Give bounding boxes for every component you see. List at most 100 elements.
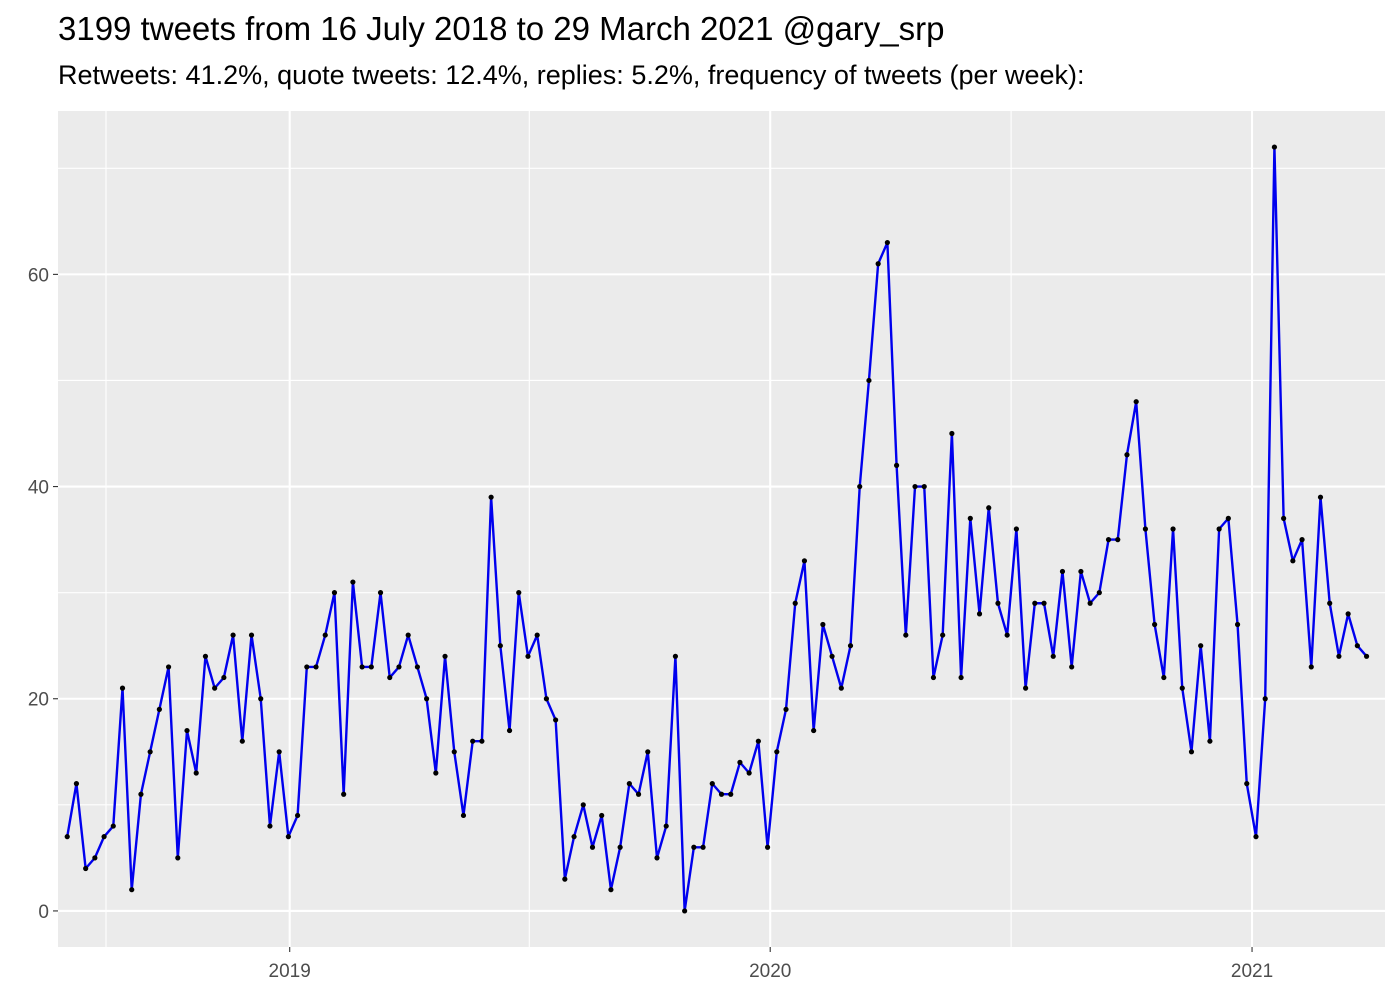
data-point [617, 844, 623, 850]
data-point [1234, 621, 1241, 628]
data-point [239, 738, 245, 744]
data-point [451, 749, 457, 755]
data-point [193, 770, 199, 776]
data-point [1078, 568, 1084, 575]
data-point [829, 653, 835, 659]
series-line [66, 145, 1368, 913]
data-point [672, 653, 679, 659]
x-tick-label: 2021 [1231, 961, 1273, 982]
y-tick-label: 60 [28, 265, 49, 286]
plot-panel [58, 111, 1385, 947]
data-point [184, 727, 190, 734]
data-point [930, 674, 937, 681]
data-point [221, 674, 227, 681]
data-point [110, 823, 116, 829]
data-point [764, 844, 771, 850]
data-point [506, 727, 513, 734]
data-point [884, 239, 890, 246]
data-point [497, 643, 503, 649]
data-point [654, 855, 660, 861]
data-point [202, 653, 209, 659]
data-point [976, 611, 983, 617]
data-points [64, 144, 1370, 914]
data-point [516, 590, 522, 596]
data-point [1032, 600, 1038, 606]
data-point [138, 791, 144, 797]
data-point [940, 632, 946, 638]
data-point [1336, 653, 1342, 659]
data-point [479, 738, 485, 744]
data-point [433, 770, 439, 776]
data-point [1115, 537, 1121, 543]
data-point [1262, 696, 1268, 702]
data-point [1253, 834, 1259, 840]
data-point [387, 674, 393, 681]
data-point [1354, 643, 1360, 649]
data-point [838, 685, 844, 691]
data-point [350, 579, 356, 585]
data-point [460, 812, 467, 819]
data-point [755, 738, 761, 744]
data-point [267, 823, 273, 829]
data-point [792, 600, 798, 606]
data-point [608, 887, 614, 893]
data-point [1271, 144, 1278, 150]
data-point [562, 876, 568, 882]
data-point [1308, 664, 1314, 670]
data-point [1244, 781, 1250, 787]
data-point [709, 781, 715, 787]
data-point [1207, 738, 1213, 744]
data-point [525, 653, 531, 659]
data-point [847, 643, 854, 649]
data-point [424, 696, 430, 702]
data-point [1096, 590, 1102, 596]
data-point [119, 685, 126, 691]
data-point [1041, 600, 1047, 606]
data-point [248, 632, 255, 638]
y-tick-label: 40 [28, 478, 49, 499]
data-point [1105, 537, 1112, 543]
data-point [691, 844, 697, 850]
data-point [599, 812, 605, 819]
data-point [156, 706, 162, 712]
data-point [737, 759, 743, 766]
data-point [276, 749, 282, 755]
minor-gridlines [58, 111, 1385, 947]
data-point [995, 600, 1001, 606]
data-point [1087, 600, 1093, 606]
data-point [774, 749, 780, 755]
data-point [1225, 515, 1231, 521]
data-point [295, 812, 301, 819]
data-point [1013, 526, 1019, 532]
data-point [359, 664, 365, 670]
chart-title: 3199 tweets from 16 July 2018 to 29 Marc… [58, 10, 945, 47]
data-point [470, 738, 476, 744]
data-point [746, 770, 752, 776]
data-point [589, 844, 596, 850]
data-point [1170, 526, 1176, 532]
data-point [83, 865, 89, 872]
data-point [101, 834, 107, 840]
data-point [912, 483, 918, 490]
data-point [783, 706, 789, 712]
data-point [1281, 515, 1287, 521]
data-point [1363, 653, 1370, 659]
data-point [1299, 537, 1305, 543]
x-tick-label: 2019 [269, 961, 311, 982]
data-point [728, 791, 734, 797]
data-point [368, 664, 374, 670]
major-gridlines [58, 111, 1385, 947]
data-point [1133, 399, 1139, 405]
data-point [313, 664, 319, 670]
y-tick-label: 20 [28, 690, 49, 711]
data-point [986, 505, 992, 511]
chart-subtitle: Retweets: 41.2%, quote tweets: 12.4%, re… [58, 60, 1085, 90]
data-point [1345, 611, 1351, 617]
series-group [66, 145, 1368, 913]
data-point [1317, 494, 1324, 500]
data-point [921, 483, 927, 490]
data-point [1142, 526, 1148, 532]
data-point [129, 887, 135, 893]
data-point [857, 483, 863, 490]
